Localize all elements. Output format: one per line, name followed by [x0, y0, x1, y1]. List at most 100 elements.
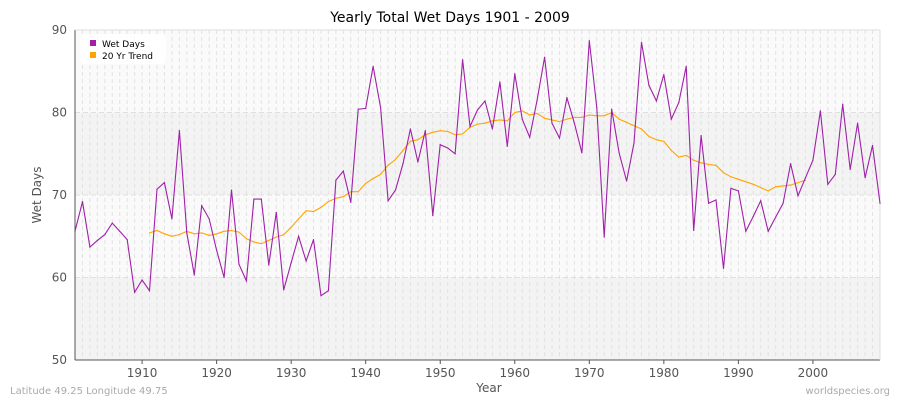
trend-point: [305, 210, 307, 212]
wet-days-point: [320, 295, 322, 297]
wet-days-point: [871, 144, 874, 147]
x-tick-label: 1920: [201, 366, 232, 380]
trend-point: [633, 125, 635, 127]
wet-days-point: [74, 230, 76, 232]
x-tick-label: 1980: [649, 366, 680, 380]
trend-point: [730, 176, 732, 178]
wet-days-point: [558, 137, 561, 139]
wet-days-point: [700, 135, 702, 137]
trend-point: [447, 130, 449, 133]
wet-days-point: [663, 73, 665, 76]
trend-point: [640, 128, 643, 130]
trend-point: [663, 140, 665, 142]
trend-point: [461, 133, 464, 135]
trend-point: [737, 178, 739, 180]
wet-days-point: [581, 152, 583, 154]
wet-days-point: [439, 144, 441, 146]
wet-days-point: [715, 199, 717, 201]
wet-days-point: [760, 200, 762, 202]
wet-days-point: [380, 106, 382, 109]
trend-point: [707, 163, 710, 166]
trend-point: [178, 234, 180, 236]
wet-days-point: [171, 218, 173, 220]
trend-point: [536, 112, 538, 114]
wet-days-point: [409, 128, 412, 130]
trend-point: [625, 121, 628, 123]
wet-days-point: [223, 276, 225, 279]
wet-days-point: [655, 100, 657, 102]
trend-point: [223, 230, 225, 232]
trend-point: [499, 119, 501, 121]
wet-days-point: [529, 136, 531, 138]
trend-point: [700, 162, 702, 164]
trend-point: [760, 186, 762, 189]
y-tick-label: 90: [52, 23, 67, 37]
wet-days-point: [804, 177, 807, 179]
trend-point: [230, 229, 233, 232]
wet-days-point: [789, 163, 792, 165]
trend-point: [260, 243, 262, 245]
wet-days-point: [208, 218, 210, 220]
trend-point: [357, 191, 359, 193]
wet-days-point: [193, 274, 195, 276]
trend-point: [409, 140, 412, 142]
trend-point: [722, 172, 725, 174]
trend-point: [521, 110, 523, 112]
x-axis-label: Year: [475, 381, 501, 395]
wet-days-point: [752, 215, 754, 218]
trend-point: [693, 159, 695, 161]
wet-days-point: [119, 230, 121, 232]
wet-days-point: [312, 238, 315, 241]
wet-days-point: [81, 201, 84, 203]
trend-point: [148, 232, 151, 234]
trend-point: [543, 117, 546, 119]
wet-days-point: [357, 108, 359, 110]
chart-title: Yearly Total Wet Days 1901 - 2009: [329, 10, 570, 26]
trend-point: [216, 233, 218, 235]
trend-point: [603, 115, 605, 117]
wet-days-point: [879, 202, 881, 204]
trend-point: [566, 118, 568, 120]
wet-days-point: [543, 56, 546, 58]
trend-point: [312, 210, 315, 213]
wet-days-point: [603, 236, 605, 238]
trend-point: [715, 164, 717, 166]
trend-point: [745, 181, 747, 183]
trend-point: [789, 184, 792, 186]
wet-days-point: [201, 205, 203, 207]
wet-days-point: [290, 262, 292, 264]
wet-days-point: [365, 107, 367, 109]
wet-days-point: [350, 201, 352, 204]
wet-days-point: [141, 279, 143, 281]
wet-days-point: [506, 145, 508, 147]
wet-days-point: [417, 161, 419, 163]
y-tick-label: 70: [52, 188, 67, 202]
trend-point: [432, 131, 434, 133]
x-tick-label: 1910: [127, 366, 158, 380]
wet-days-point: [335, 179, 337, 181]
trend-point: [171, 235, 173, 237]
wet-days-point: [827, 183, 829, 185]
trend-point: [365, 182, 367, 185]
trend-point: [506, 120, 508, 122]
trend-point: [208, 234, 210, 237]
wet-days-point: [454, 153, 456, 155]
trend-point: [558, 120, 561, 123]
trend-point: [253, 241, 255, 243]
trend-point: [454, 134, 456, 136]
wet-days-point: [596, 106, 598, 109]
wet-days-point: [402, 163, 404, 165]
x-tick-label: 1960: [499, 366, 530, 380]
trend-point: [476, 123, 479, 125]
trend-point: [156, 229, 158, 232]
trend-point: [298, 218, 300, 220]
wet-days-point: [812, 159, 814, 161]
wet-days-point: [245, 280, 248, 282]
trend-point: [201, 232, 203, 234]
wet-days-point: [730, 187, 732, 189]
wet-days-point: [342, 170, 344, 172]
trend-point: [402, 149, 404, 152]
trend-point: [245, 238, 248, 240]
wet-days-point: [491, 128, 494, 130]
trend-point: [372, 177, 374, 180]
